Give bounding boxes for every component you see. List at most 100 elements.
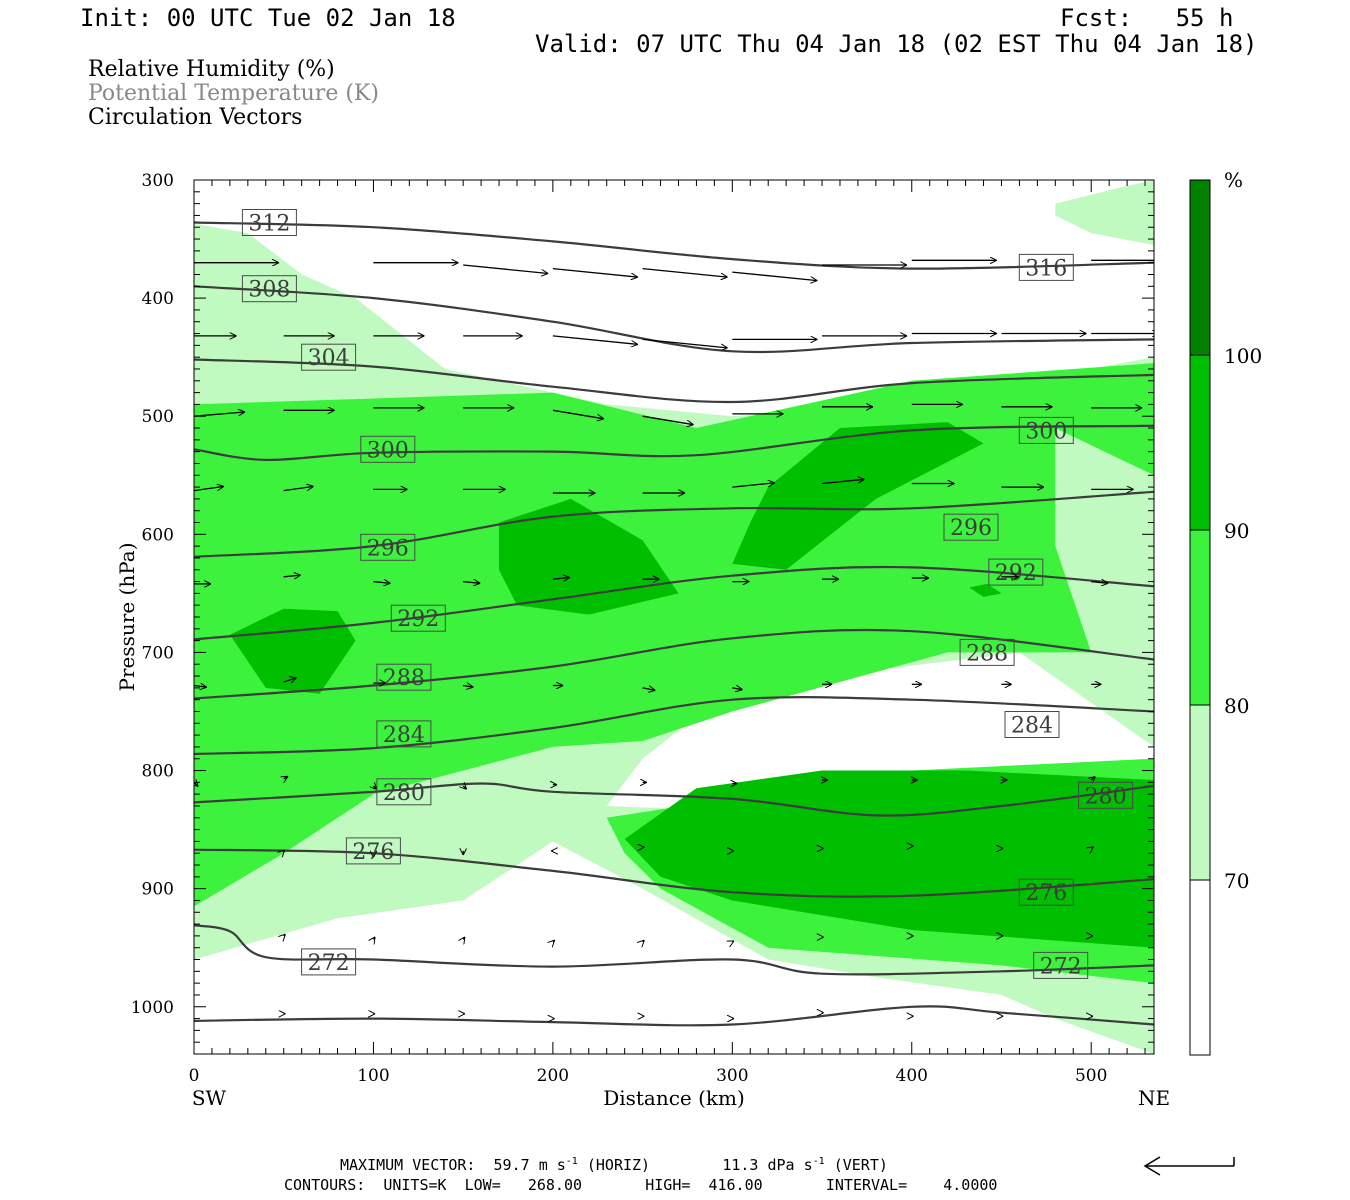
- theta-label-text: 272: [308, 951, 350, 976]
- theta-label-text: 276: [1025, 881, 1067, 906]
- theta-label-box: [376, 778, 432, 806]
- theta-contour-268: [194, 1005, 1154, 1027]
- theta-contour-292: [194, 565, 1154, 641]
- theta-label-layer: 3123083043002962922882842802762723163002…: [241, 209, 1134, 979]
- legend-vectors: Circulation Vectors: [88, 105, 303, 130]
- theta-label: 272: [1033, 951, 1089, 979]
- theta-label-box: [959, 638, 1015, 666]
- theta-label: 292: [390, 604, 446, 632]
- theta-label-text: 284: [383, 723, 425, 748]
- theta-label-text: 288: [966, 641, 1008, 666]
- x-tick-label: 200: [537, 1066, 569, 1086]
- vert-exponent: -1: [812, 1156, 825, 1167]
- circulation-vector: [463, 264, 548, 274]
- legend-rh: Relative Humidity (%): [88, 57, 335, 82]
- horiz-unit: m s: [538, 1156, 566, 1174]
- x-axis-title: Distance (km): [603, 1086, 745, 1110]
- rh-fill-layer: [194, 180, 1154, 1054]
- forecast-hour: Fcst: 55 h: [1060, 4, 1233, 32]
- init-time: Init: 00 UTC Tue 02 Jan 18: [80, 4, 456, 32]
- circulation-vector: [373, 582, 390, 584]
- theta-label: 276: [1018, 878, 1074, 906]
- circulation-vector: [373, 937, 375, 940]
- y-tick-label: 300: [142, 171, 174, 191]
- colorbar-frame: [1189, 179, 1211, 1056]
- circulation-vector: [283, 678, 297, 682]
- theta-label-box: [390, 604, 446, 632]
- legend-theta: Potential Temperature (K): [88, 81, 379, 106]
- theta-label: 288: [376, 663, 432, 691]
- circulation-vector: [552, 267, 638, 278]
- theta-label-box: [1018, 878, 1074, 906]
- circulation-vector: [732, 483, 775, 488]
- theta-label-text: 300: [1025, 419, 1067, 444]
- x-right-end-label: NE: [1138, 1086, 1170, 1110]
- circulation-vector: [642, 688, 656, 691]
- colorbar-segment: [1190, 180, 1210, 355]
- circulation-vector: [463, 686, 473, 688]
- theta-label: 300: [360, 435, 416, 463]
- theta-label: 316: [1018, 253, 1074, 281]
- theta-label-text: 292: [995, 561, 1037, 586]
- theta-label-text: 304: [308, 346, 350, 371]
- rh-region-90: [732, 422, 984, 570]
- y-tick-label: 700: [142, 643, 174, 663]
- theta-label-text: 280: [1085, 784, 1127, 809]
- y-tick-label: 600: [142, 525, 174, 545]
- colorbar-unit: %: [1224, 168, 1243, 192]
- circulation-vector: [194, 782, 198, 786]
- circulation-vector: [283, 486, 314, 492]
- x-tick-label: 500: [1075, 1066, 1107, 1086]
- colorbar-tick-label: 80: [1224, 694, 1249, 718]
- theta-label: 280: [376, 778, 432, 806]
- circulation-vector: [194, 686, 207, 688]
- theta-label-box: [376, 663, 432, 691]
- theta-label-text: 280: [383, 781, 425, 806]
- circulation-vector: [1091, 777, 1095, 780]
- theta-label: 292: [988, 558, 1044, 586]
- circulation-vector: [463, 937, 465, 940]
- theta-label: 296: [943, 513, 999, 541]
- theta-label-box: [301, 343, 357, 371]
- vert-tag: (VERT): [833, 1156, 888, 1174]
- theta-label-text: 292: [397, 607, 439, 632]
- circulation-vector: [194, 486, 224, 492]
- theta-label-box: [345, 837, 401, 865]
- circulation-vector: [642, 338, 728, 348]
- fcst-value: 55 h: [1175, 4, 1234, 32]
- valid-time: Valid: 07 UTC Thu 04 Jan 18 (02 EST Thu …: [535, 30, 1258, 58]
- theta-label: 296: [360, 533, 416, 561]
- circulation-vector: [552, 409, 604, 419]
- theta-label-box: [943, 513, 999, 541]
- y-tick-label: 500: [142, 407, 174, 427]
- max-vector-line: MAXIMUM VECTOR: 59.7 m s-1 (HORIZ) 11.3 …: [340, 1156, 888, 1174]
- circulation-vector: [463, 582, 480, 584]
- theta-contour-296: [194, 490, 1154, 558]
- contours-info: CONTOURS: UNITS=K LOW= 268.00 HIGH= 416.…: [284, 1176, 998, 1194]
- circulation-vector: [732, 940, 734, 942]
- y-tick-label: 400: [142, 289, 174, 309]
- circulation-vector: [552, 578, 570, 580]
- colorbar-segment: [1190, 530, 1210, 705]
- theta-label-box: [360, 533, 416, 561]
- theta-label-text: 312: [248, 212, 290, 237]
- rh-region-90: [969, 583, 1002, 597]
- circulation-vector: [373, 786, 376, 789]
- theta-label-box: [1018, 253, 1074, 281]
- circulation-vector: [642, 267, 728, 278]
- circulation-vector: [1091, 847, 1094, 849]
- theta-contour-288: [194, 628, 1154, 700]
- x-tick-label: 100: [357, 1066, 389, 1086]
- colorbar-tick-label: 90: [1224, 519, 1249, 543]
- circulation-vector: [643, 940, 645, 942]
- theta-label-text: 272: [1040, 954, 1082, 979]
- theta-label-text: 276: [352, 840, 394, 865]
- colorbar-segment: [1190, 355, 1210, 530]
- theta-label: 284: [1004, 711, 1060, 739]
- circulation-vector: [732, 688, 742, 690]
- field-legend: Relative Humidity (%) Potential Temperat…: [88, 58, 379, 130]
- horiz-exponent: -1: [565, 1156, 578, 1167]
- theta-contour-312: [194, 221, 1154, 270]
- theta-contour-284: [194, 695, 1154, 756]
- theta-label-box: [988, 558, 1044, 586]
